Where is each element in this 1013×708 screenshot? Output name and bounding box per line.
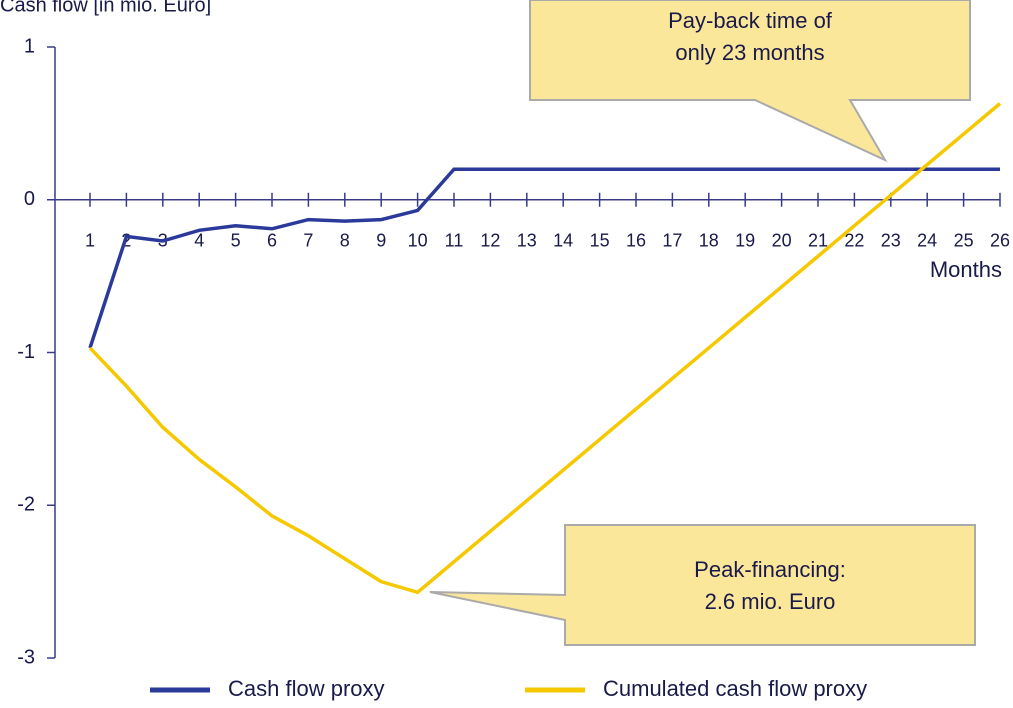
x-tick-label: 11 xyxy=(445,231,464,251)
callout-peak xyxy=(429,524,976,646)
annotation-text: only 23 months xyxy=(675,40,824,65)
x-tick-label: 5 xyxy=(231,231,241,251)
x-tick-label: 23 xyxy=(881,231,901,251)
annotation-text: Pay-back time of xyxy=(668,8,833,33)
x-tick-label: 17 xyxy=(662,231,682,251)
x-tick-label: 10 xyxy=(408,231,428,251)
x-tick-label: 20 xyxy=(772,231,792,251)
x-tick-label: 24 xyxy=(917,231,937,251)
y-tick-label: -2 xyxy=(17,494,35,516)
x-tick-label: 1 xyxy=(85,231,95,251)
x-tick-label: 26 xyxy=(990,231,1010,251)
x-tick-label: 4 xyxy=(194,231,204,251)
x-axis-label: Months xyxy=(930,257,1002,282)
y-tick-label: -1 xyxy=(17,341,35,363)
annotation-text: Peak-financing: xyxy=(694,557,846,582)
x-tick-label: 13 xyxy=(517,231,537,251)
x-tick-label: 7 xyxy=(303,231,313,251)
annotation-text: 2.6 mio. Euro xyxy=(705,589,836,614)
callout-payback xyxy=(529,0,971,163)
x-tick-label: 15 xyxy=(590,231,610,251)
x-tick-label: 25 xyxy=(954,231,974,251)
line-series xyxy=(88,167,1000,349)
legend-label: Cash flow proxy xyxy=(228,676,385,701)
x-tick-label: 6 xyxy=(267,231,277,251)
y-axis-label: Cash flow [in mio. Euro] xyxy=(0,0,211,16)
x-tick-label: 22 xyxy=(844,231,864,251)
x-tick-label: 16 xyxy=(626,231,646,251)
x-tick-label: 14 xyxy=(553,231,573,251)
y-tick-label: -3 xyxy=(17,646,35,668)
legend-label: Cumulated cash flow proxy xyxy=(603,676,867,701)
y-tick-label: 0 xyxy=(24,188,35,210)
y-tick-label: 1 xyxy=(24,35,35,57)
x-tick-label: 12 xyxy=(480,231,500,251)
x-tick-label: 9 xyxy=(376,231,386,251)
x-tick-label: 18 xyxy=(699,231,719,251)
line-series xyxy=(88,102,1002,595)
x-tick-label: 8 xyxy=(340,231,350,251)
x-tick-label: 19 xyxy=(735,231,755,251)
x-tick-label: 21 xyxy=(808,231,828,251)
